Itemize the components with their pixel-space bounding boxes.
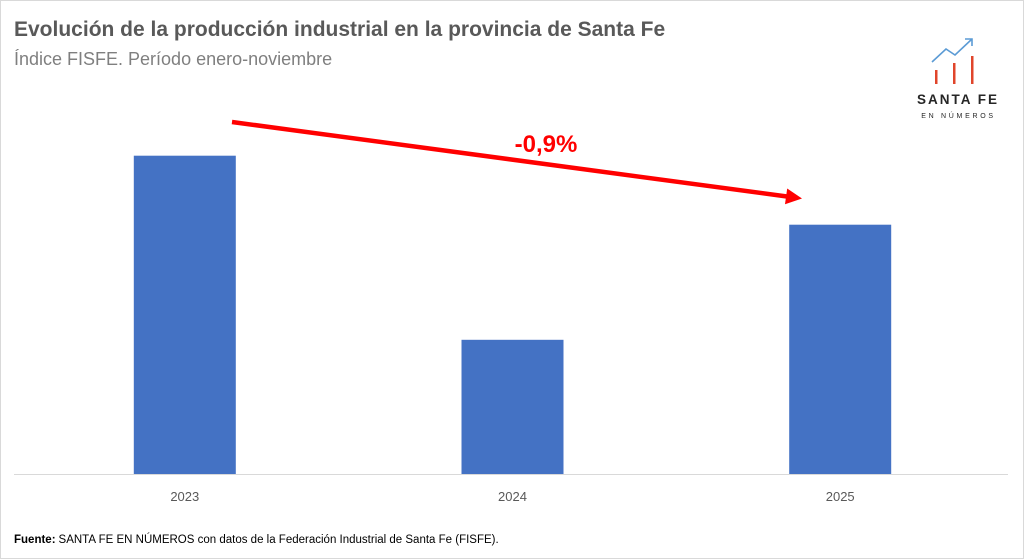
source-label: Fuente: (14, 534, 56, 546)
source-note: Fuente: SANTA FE EN NÚMEROS con datos de … (14, 533, 499, 548)
trend-arrow-head (785, 188, 802, 205)
logo-trend-line-icon (931, 38, 973, 63)
logo-bar-icon (971, 56, 974, 84)
bar-2025 (789, 224, 892, 474)
rising-chart-icon (931, 38, 974, 84)
logo-bar-icon (953, 63, 956, 84)
bar-2024 (461, 339, 564, 474)
logo-subtitle: EN NÚMEROS (921, 113, 996, 120)
trend-arrow-line (231, 119, 788, 199)
chart-title: Evolución de la producción industrial en… (14, 18, 666, 41)
x-tick-label-2024: 2024 (498, 489, 527, 504)
logo-arrowhead-icon (965, 38, 973, 46)
bar-2023 (133, 155, 236, 474)
x-tick-labels: 2023 2024 2025 (170, 489, 854, 504)
logo-bar-icon (935, 70, 938, 84)
bars-group (133, 155, 892, 474)
x-tick-label-2023: 2023 (170, 489, 199, 504)
source-text: SANTA FE EN NÚMEROS con datos de la Fede… (58, 534, 499, 546)
logo-title: SANTA FE (917, 92, 999, 107)
trend-arrow (231, 119, 802, 205)
x-tick-label-2025: 2025 (826, 489, 855, 504)
chart-subtitle: Índice FISFE. Período enero-noviembre (14, 49, 333, 69)
trend-annotation-label: -0,9% (515, 131, 578, 158)
